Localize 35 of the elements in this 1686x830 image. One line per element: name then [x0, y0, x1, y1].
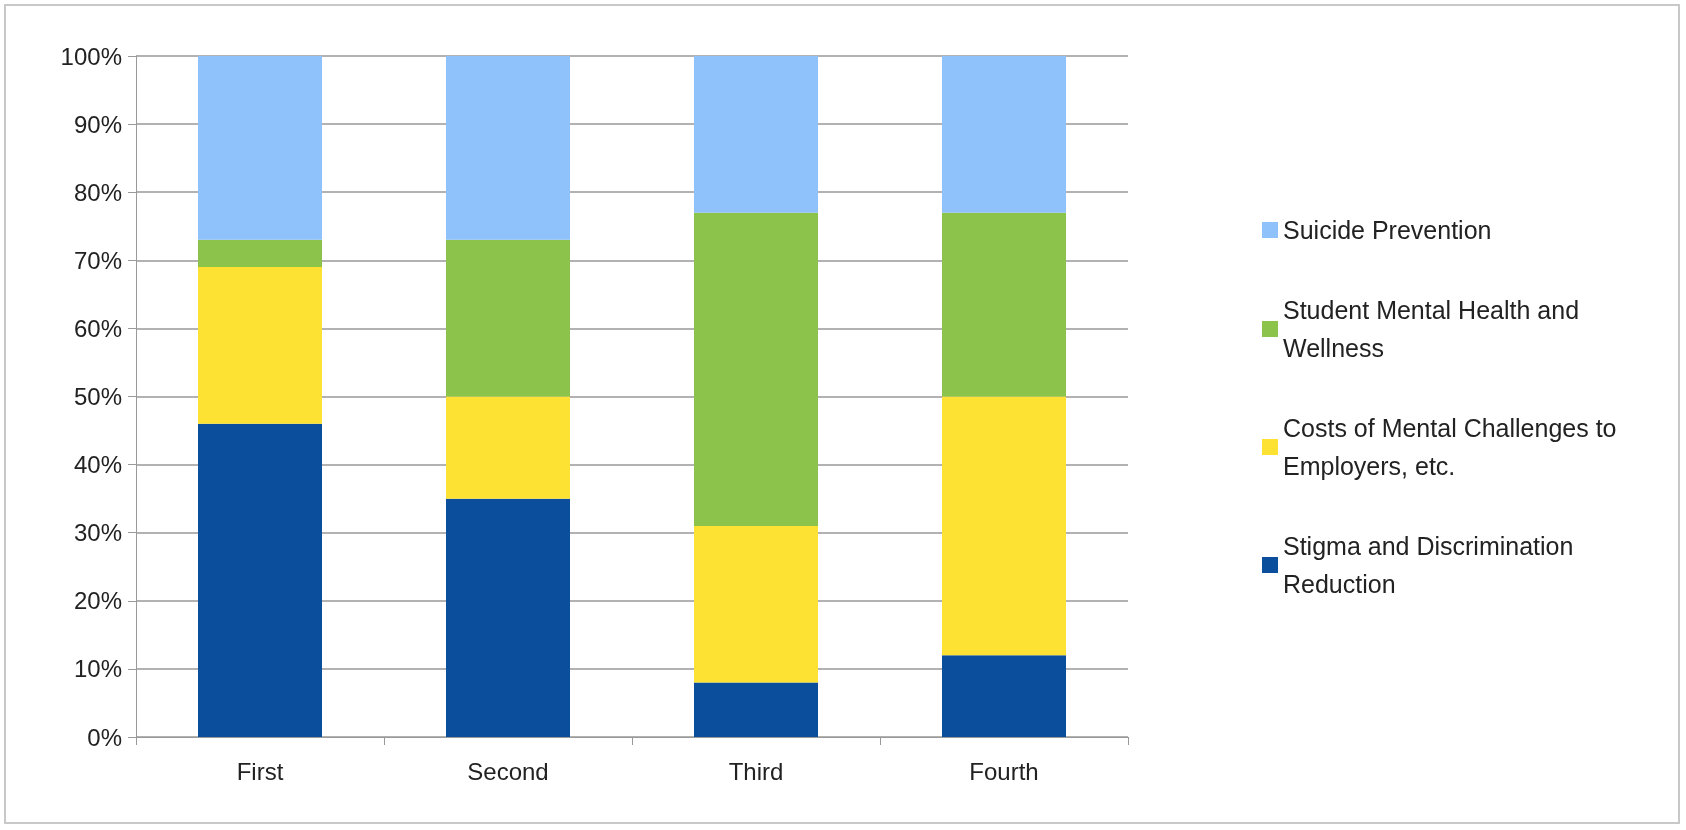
bar	[942, 56, 1066, 213]
bar	[446, 396, 570, 499]
bar	[198, 239, 322, 268]
bar	[942, 212, 1066, 397]
x-tick-label: Fourth	[969, 757, 1039, 785]
x-tick-label: Second	[467, 757, 549, 785]
bar	[198, 56, 322, 240]
bar	[446, 239, 570, 397]
bar	[694, 212, 818, 526]
y-tick-label: 80%	[73, 178, 122, 206]
y-tick-label: 50%	[73, 383, 122, 410]
y-tick-label: 20%	[73, 587, 122, 615]
y-tick-label: 30%	[73, 519, 122, 547]
y-tick-label: 60%	[73, 314, 122, 342]
bar	[446, 498, 570, 737]
bar	[694, 682, 818, 737]
y-tick-label: 100%	[60, 42, 122, 70]
bar	[942, 396, 1066, 656]
bar	[942, 655, 1066, 737]
bar	[198, 267, 322, 424]
legend-label: Stigma and Discrimination Reduction	[1283, 532, 1581, 598]
legend-label: Suicide Prevention	[1283, 216, 1492, 244]
y-tick-label: 90%	[73, 110, 122, 138]
x-tick-label: Third	[728, 757, 784, 785]
bar	[694, 525, 818, 683]
y-tick-label: 70%	[73, 246, 122, 274]
bar	[694, 56, 818, 213]
bar	[446, 56, 570, 240]
y-tick-label: 40%	[73, 451, 122, 479]
legend-label: Costs of Mental Challenges to Employers, etc.	[1283, 414, 1624, 480]
bar	[198, 423, 322, 737]
legend-label: Student Mental Health and Wellness	[1283, 296, 1586, 362]
y-tick-label: 0%	[87, 723, 122, 751]
x-tick-label: First	[236, 757, 284, 785]
y-tick-label: 10%	[73, 655, 122, 683]
